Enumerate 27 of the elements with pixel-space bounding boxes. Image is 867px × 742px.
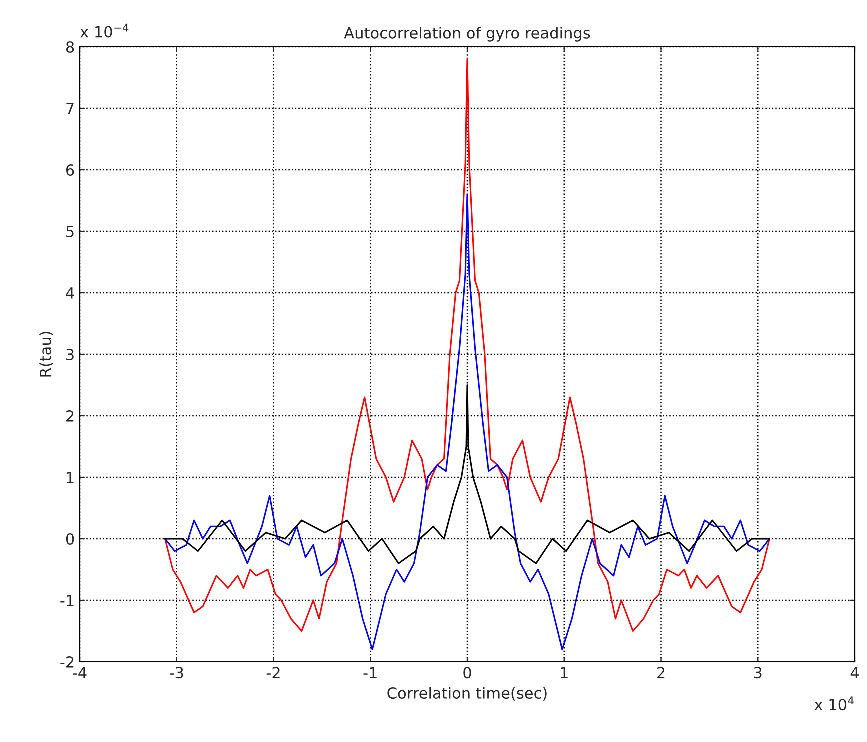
y-tick-label: -2 — [60, 656, 74, 668]
chart-title: Autocorrelation of gyro readings — [344, 27, 590, 42]
y-tick-label: 4 — [66, 288, 74, 299]
x-tick-label: -3 — [170, 667, 184, 679]
y-tick-label: 1 — [67, 472, 74, 484]
x-tick-label: 2 — [658, 667, 665, 678]
y-tick-label: 0 — [66, 533, 74, 546]
y-tick-label: 2 — [66, 410, 74, 422]
x-tick-label: -2 — [266, 667, 280, 678]
x-tick-label: 4 — [850, 667, 860, 678]
y-tick-label: 3 — [66, 348, 74, 361]
x-tick-label: 1 — [561, 667, 568, 678]
y-tick-label: -1 — [60, 595, 74, 606]
text: x 10$^{−4}$ — [80, 24, 129, 38]
x-axis-title: Correlation time(sec) — [388, 687, 547, 701]
y-axis-title: R(tau) — [40, 332, 54, 377]
x-tick-label: 0 — [464, 667, 472, 679]
x-tick-label: 3 — [754, 667, 762, 679]
y-tick-label: 7 — [66, 103, 74, 114]
line-series — [164, 194, 771, 650]
line-series — [164, 58, 771, 632]
y-tick-label: 8 — [66, 41, 74, 54]
y-tick-label: 6 — [66, 164, 74, 176]
x-tick-label: -1 — [364, 667, 377, 678]
x-tick-label: -4 — [73, 667, 87, 678]
text: x 10$^{4}$ — [814, 696, 854, 711]
y-tick-label: 5 — [66, 226, 74, 238]
